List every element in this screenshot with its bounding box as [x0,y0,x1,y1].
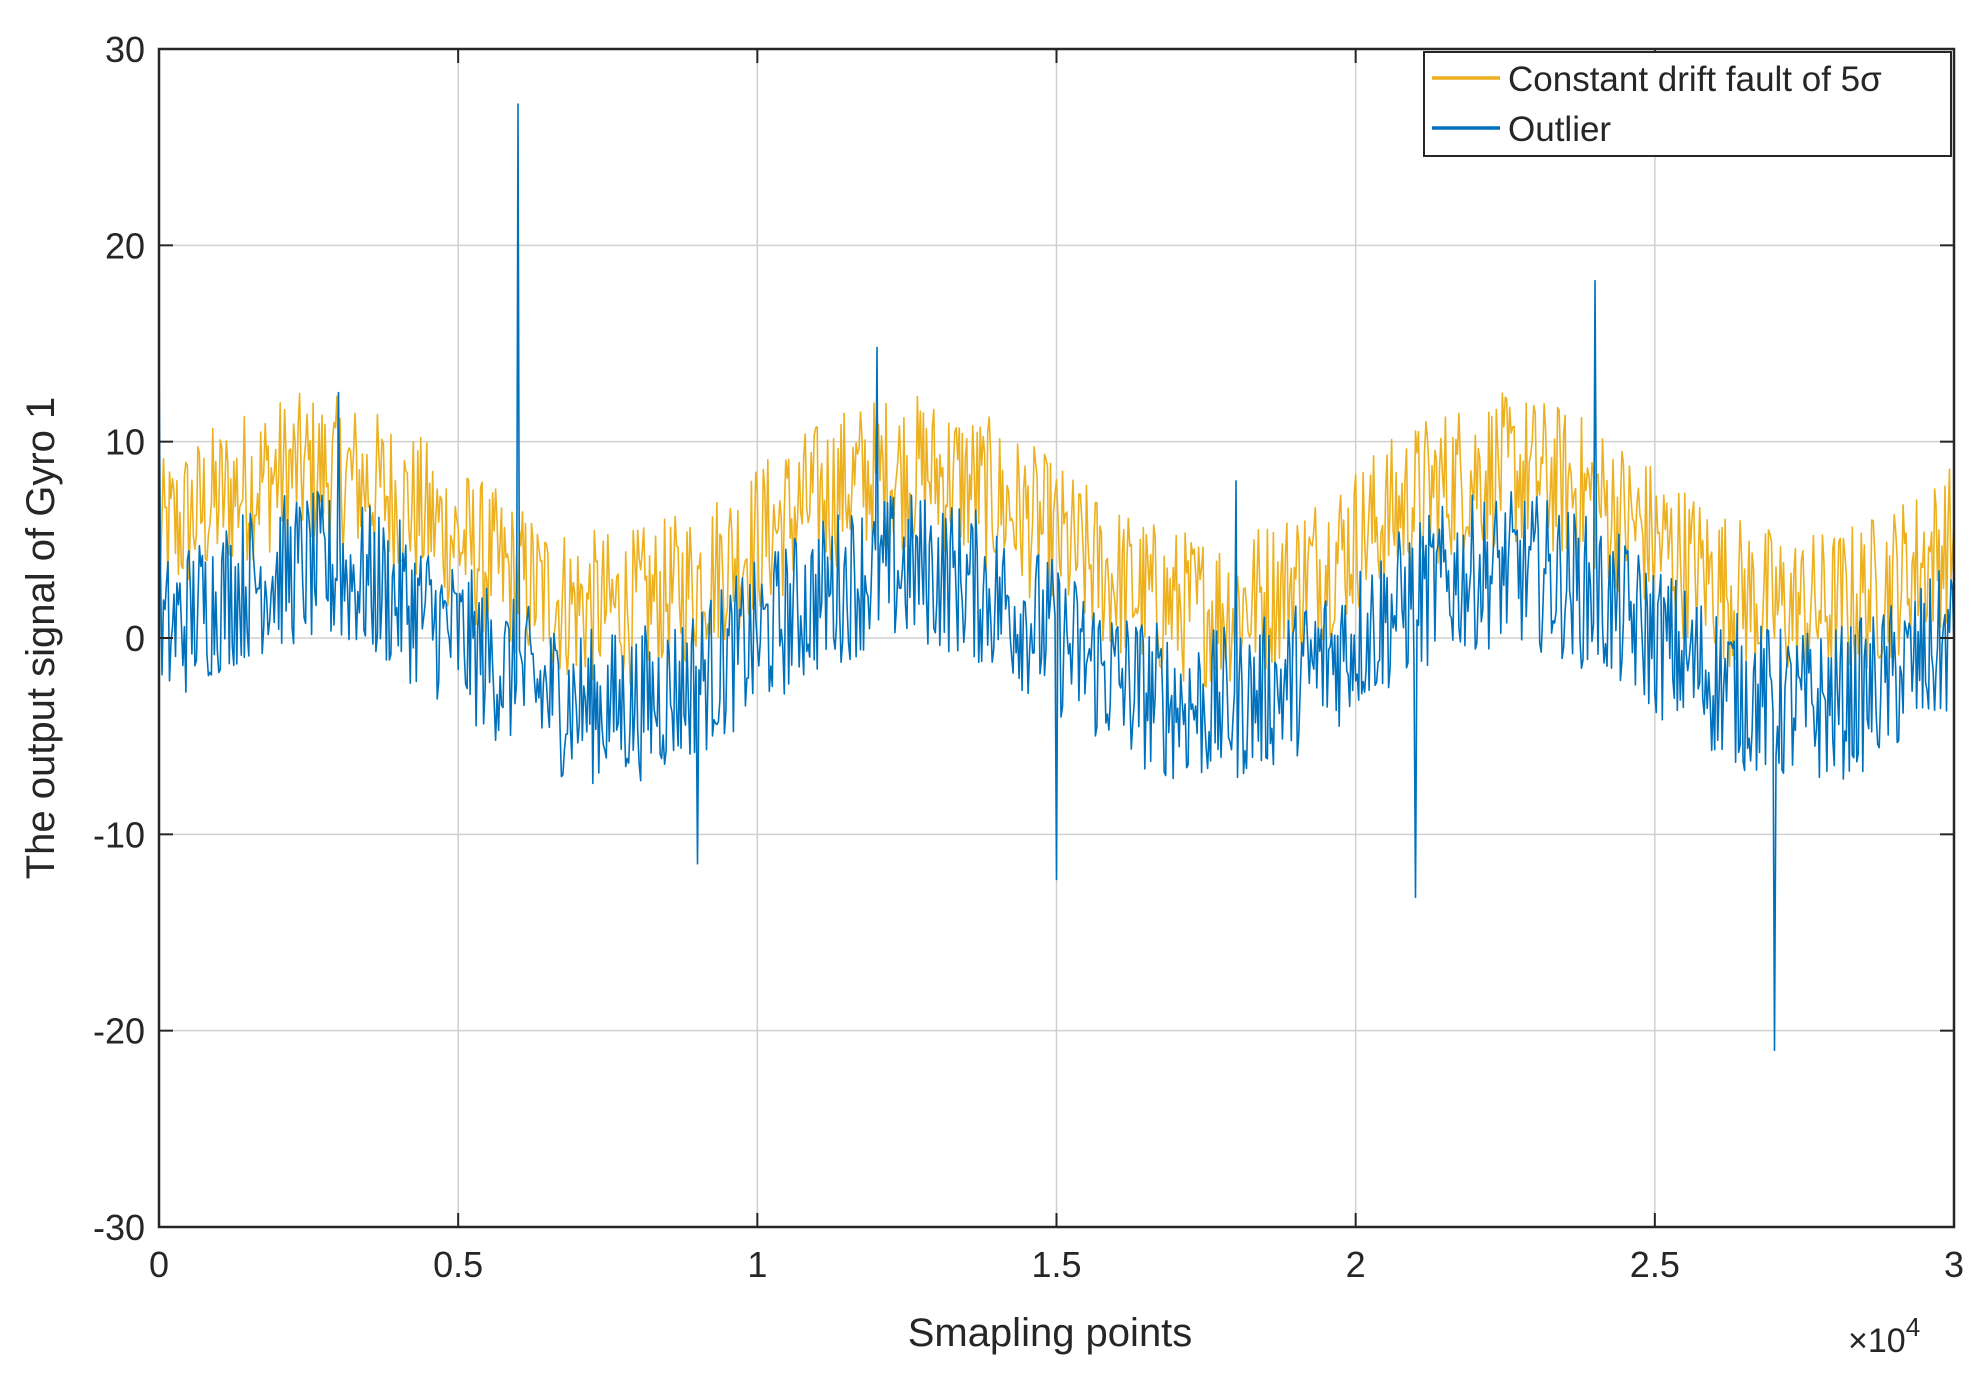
y-tick-label: 0 [125,618,145,659]
series-layer [158,103,1955,1052]
x-tick-label: 0 [149,1244,169,1285]
legend-label-outlier: Outlier [1508,110,1611,149]
y-tick-label: -30 [93,1207,145,1248]
x-tick-label: 0.5 [433,1244,483,1285]
x-tick-label: 2 [1346,1244,1366,1285]
y-tick-label: 10 [105,422,145,463]
y-tick-label: -10 [93,814,145,855]
legend-label-drift: Constant drift fault of 5σ [1508,60,1882,99]
tick-labels: 0 0.5 1 1.5 2 2.5 3 -30 -20 -10 0 10 20 30 [93,29,1964,1285]
y-tick-label: -20 [93,1011,145,1052]
x-axis-exponent: ×104 [1848,1312,1920,1360]
y-tick-label: 20 [105,225,145,266]
x-tick-label: 2.5 [1630,1244,1680,1285]
y-axis-label: The output signal of Gyro 1 [19,397,63,880]
x-tick-label: 1 [747,1244,767,1285]
y-tick-label: 30 [105,29,145,70]
series-line-drift [158,392,1955,688]
x-axis-label: Smapling points [908,1311,1193,1355]
legend-box [1423,51,1952,157]
x-tick-label: 3 [1944,1244,1964,1285]
series-line-outlier [158,103,1955,1052]
legend: Constant drift fault of 5σ Outlier [1423,51,1952,157]
x-tick-label: 1.5 [1031,1244,1081,1285]
